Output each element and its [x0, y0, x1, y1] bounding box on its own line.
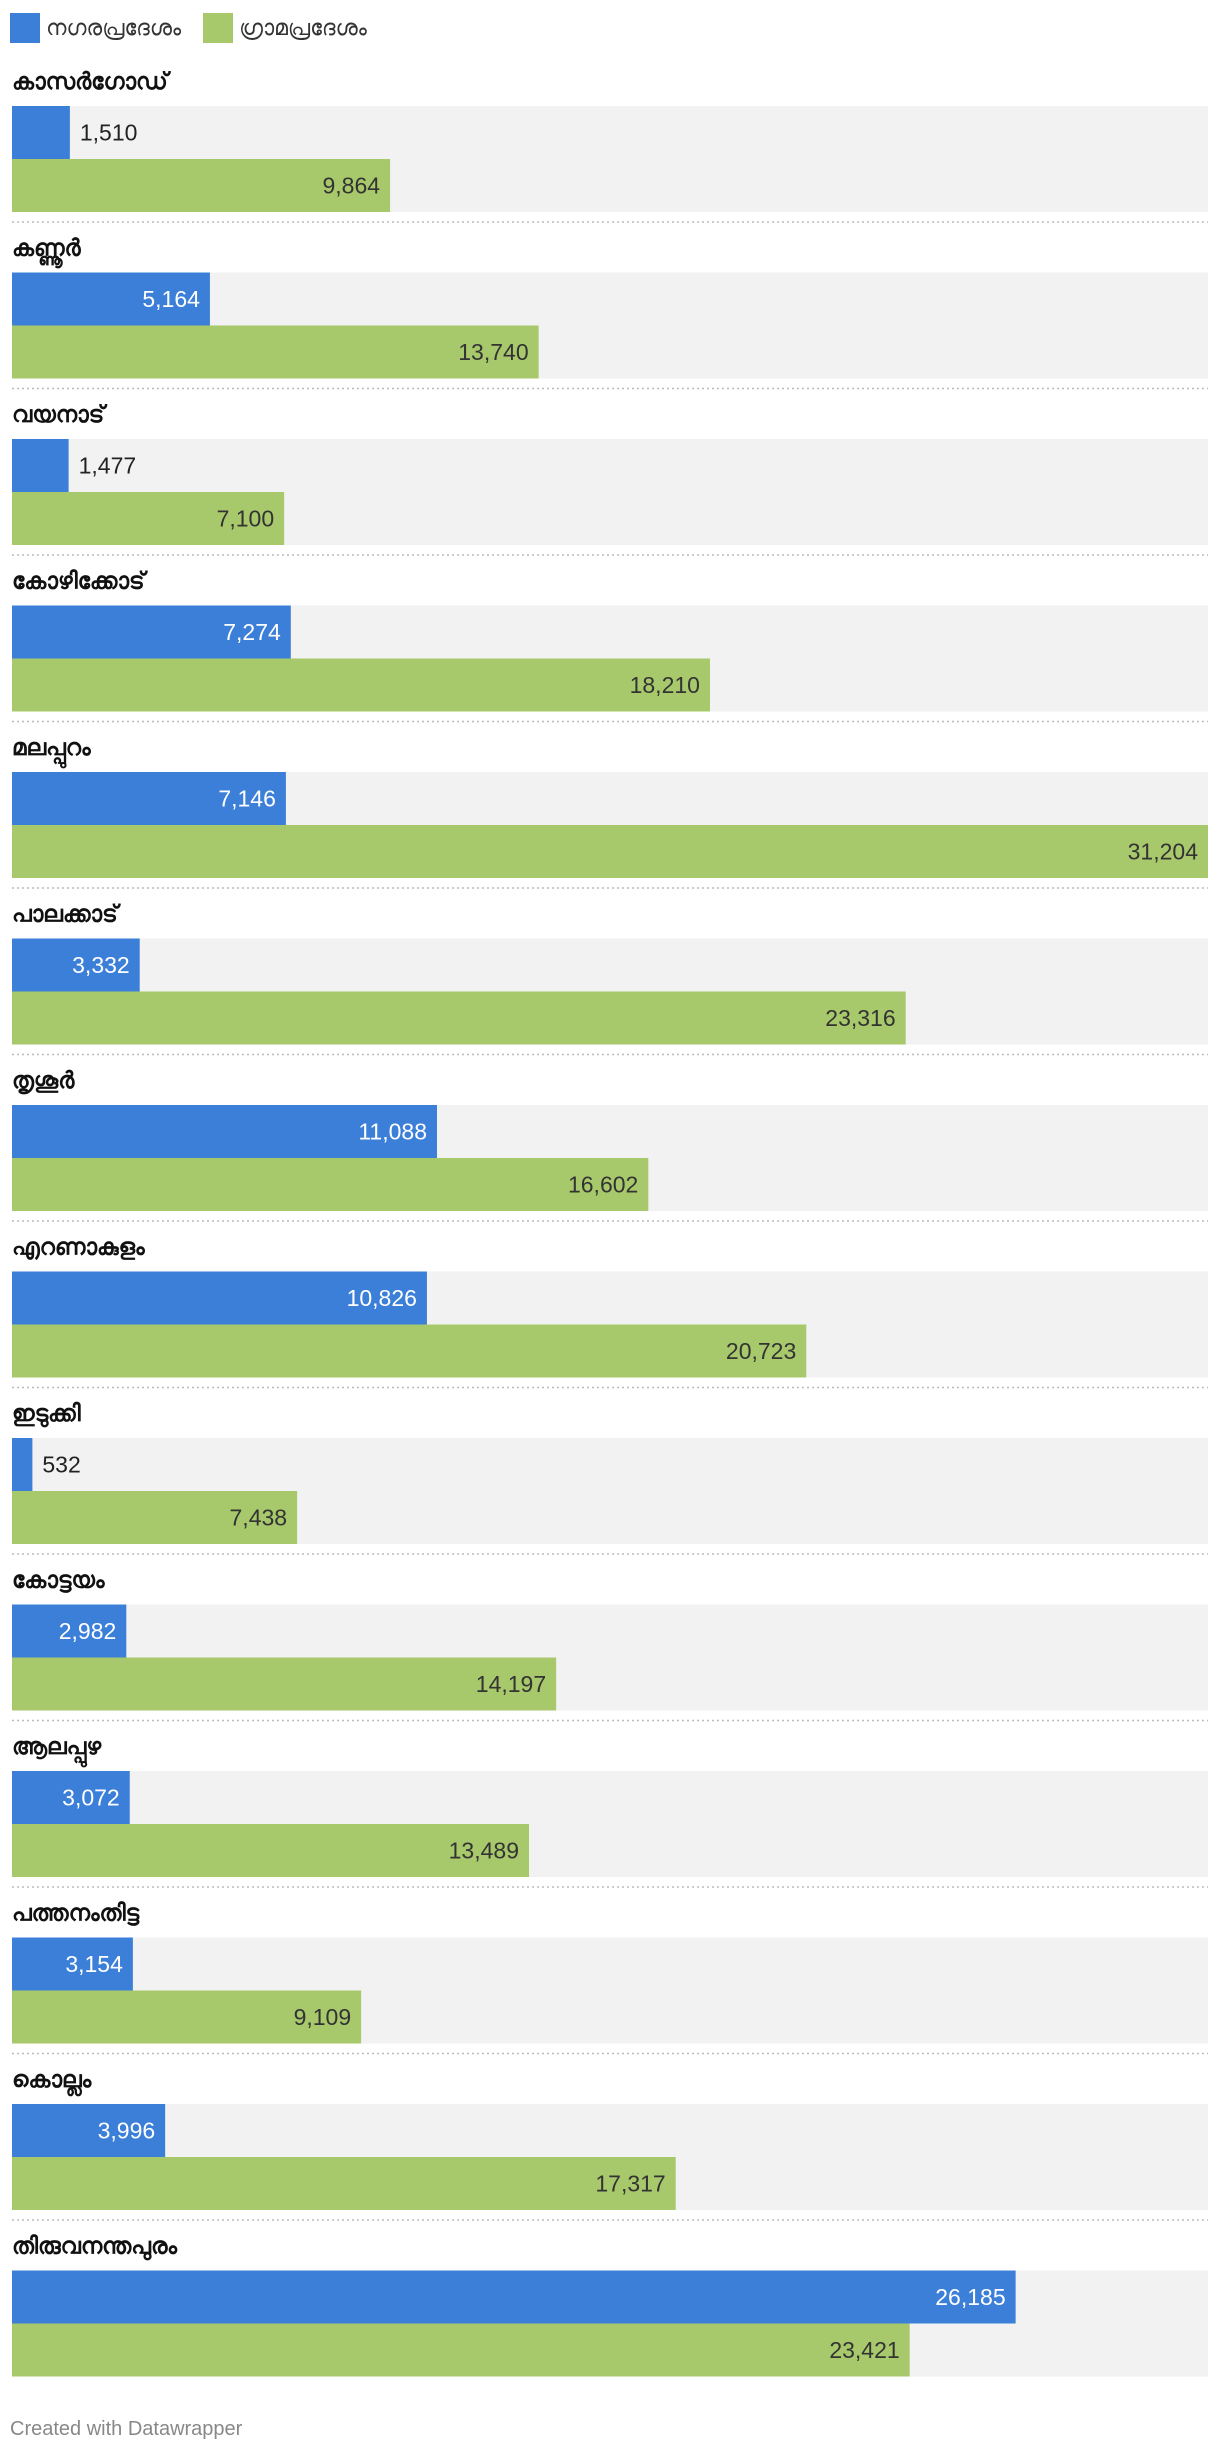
bar-rural: [12, 492, 285, 545]
data-label: 3,154: [65, 1951, 123, 1977]
legend-swatch-rural: [203, 13, 234, 43]
data-label: 7,274: [223, 619, 281, 645]
data-label: 3,996: [98, 2118, 156, 2144]
bar-urban: [12, 772, 286, 825]
group-label: കോട്ടയം: [12, 1568, 106, 1594]
legend-item-urban: നഗരപ്രദേശം: [10, 13, 181, 43]
data-label: 13,740: [458, 339, 528, 365]
legend-item-rural: ഗ്രാമപ്രദേശം: [203, 13, 367, 43]
data-label: 23,421: [829, 2337, 899, 2363]
group-label: കാസർഗോഡ്: [12, 69, 172, 95]
bar-urban: [12, 439, 69, 492]
bar-urban: [12, 1604, 127, 1658]
data-label: 1,477: [79, 453, 137, 479]
data-label: 26,185: [935, 2284, 1005, 2310]
bar-rural: [12, 2157, 676, 2210]
group-label: തിരുവനന്തപുരം: [12, 2234, 178, 2261]
bar-urban: [12, 605, 291, 659]
group-label: ആലപ്പുഴ: [12, 1734, 102, 1769]
bar-urban: [12, 2104, 166, 2157]
group-label: എറണാകുളം: [12, 1235, 146, 1261]
bar-urban: [12, 1771, 130, 1824]
footer-credit: Created with Datawrapper: [10, 2418, 243, 2440]
legend-label-urban: നഗരപ്രദേശം: [46, 15, 182, 41]
data-label: 7,438: [230, 1505, 288, 1531]
data-label: 11,088: [358, 1119, 427, 1145]
group-label: കോഴിക്കോട്: [12, 569, 149, 595]
bar-rural: [12, 991, 906, 1045]
group-label: കണ്ണൂർ: [12, 236, 81, 269]
bar-urban: [12, 1271, 427, 1325]
data-label: 18,210: [630, 672, 700, 698]
data-label: 14,197: [476, 1671, 546, 1697]
data-label: 2,982: [59, 1618, 117, 1644]
data-label: 9,864: [323, 173, 381, 199]
bar-rural: [12, 325, 539, 379]
group-label: വയനാട്: [12, 402, 108, 428]
bar-urban: [12, 2270, 1016, 2324]
data-label: 3,332: [72, 952, 130, 978]
group-label: ഇടുക്കി: [12, 1401, 82, 1428]
data-label: 9,109: [294, 2004, 352, 2030]
bar-rural: [12, 825, 1208, 878]
data-label: 31,204: [1128, 839, 1199, 865]
group-label: കൊല്ലം: [12, 2067, 93, 2097]
legend-label-rural: ഗ്രാമപ്രദേശം: [239, 15, 367, 41]
bar-chart: കാസർഗോഡ് 1,510 9,864 കണ്ണൂർ 5,164 13,740 വയനാട…: [12, 69, 1208, 2377]
data-label: 17,317: [595, 2171, 665, 2197]
bar-rural: [12, 658, 710, 712]
bar-rural: [12, 159, 391, 212]
bar-rural: [12, 1324, 807, 1378]
data-label: 10,826: [347, 1285, 417, 1311]
bar-rural: [12, 2323, 910, 2377]
legend-swatch-urban: [10, 13, 40, 43]
bar-urban: [12, 1937, 133, 1991]
bar-rural: [12, 1990, 362, 2044]
group-label: പത്തനംതിട്ട: [12, 1901, 141, 1927]
bar-urban: [12, 106, 70, 159]
data-label: 13,489: [449, 1838, 519, 1864]
bar-urban: [12, 938, 140, 992]
group-label: തൃശൂർ: [12, 1068, 75, 1095]
data-label: 7,146: [218, 786, 276, 812]
data-label: 23,316: [825, 1005, 895, 1031]
bar-rural: [12, 1657, 557, 1711]
data-label: 16,602: [568, 1172, 638, 1198]
group-label: പാലക്കാട്: [12, 902, 122, 928]
data-label: 3,072: [62, 1785, 120, 1811]
bar-urban: [12, 1105, 437, 1158]
data-label: 20,723: [726, 1338, 796, 1364]
legend: നഗരപ്രദേശം ഗ്രാമപ്രദേശം: [10, 12, 389, 44]
data-label: 5,164: [142, 286, 200, 312]
bar-rural: [12, 1824, 530, 1877]
bar-rural: [12, 1158, 649, 1211]
bar-urban: [12, 1438, 33, 1491]
data-label: 7,100: [217, 506, 275, 532]
data-label: 532: [42, 1452, 80, 1478]
group-label: മലപ്പുറം: [12, 735, 92, 770]
bar-urban: [12, 272, 210, 326]
bar-rural: [12, 1491, 298, 1544]
data-label: 1,510: [80, 120, 138, 146]
